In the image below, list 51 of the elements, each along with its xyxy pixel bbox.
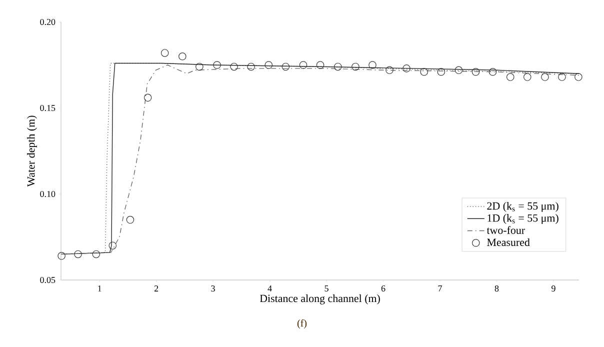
point — [299, 61, 308, 69]
x-tick-label: 4 — [268, 286, 272, 292]
legend-label: Measured — [487, 238, 530, 246]
point — [126, 216, 134, 224]
point — [402, 64, 410, 72]
point — [454, 66, 463, 74]
legend-label: 2D (k$_{s}$ = 55 μm) — [487, 202, 558, 212]
text: (f) — [297, 319, 307, 329]
x-tick-label: 7 — [438, 286, 442, 292]
point — [264, 61, 273, 69]
point — [523, 73, 532, 81]
point — [108, 242, 117, 250]
point — [437, 68, 446, 76]
point — [282, 62, 290, 71]
point — [368, 61, 376, 69]
point — [352, 62, 360, 71]
x-tick-label: 2 — [154, 286, 158, 292]
point — [196, 62, 204, 71]
point — [420, 68, 428, 76]
y-tick-label: 0.15 — [40, 104, 56, 112]
point — [74, 250, 82, 258]
y-tick-label: 0.10 — [40, 190, 56, 198]
y-tick-label: 0.05 — [40, 276, 56, 284]
x-tick-label: 1 — [98, 286, 102, 292]
point — [386, 66, 394, 74]
point — [574, 73, 582, 81]
point — [213, 61, 221, 69]
point — [230, 62, 238, 71]
point — [178, 52, 186, 60]
x-axis-title: Distance along channel (m) — [260, 294, 380, 304]
point — [506, 73, 514, 81]
legend-label: 1D (k$_{s}$ = 55 μm) — [488, 214, 558, 224]
x-tick-label: 8 — [494, 286, 499, 292]
point — [144, 94, 152, 102]
x-tick-label: 5 — [324, 286, 328, 292]
y-tick-label: 0.20 — [40, 18, 56, 26]
point — [160, 49, 169, 57]
point — [472, 68, 480, 76]
point — [488, 68, 497, 76]
point — [247, 62, 255, 71]
legend-label: two-four — [486, 226, 525, 234]
point — [334, 62, 342, 71]
point — [92, 250, 100, 258]
point — [558, 73, 566, 81]
point — [541, 73, 549, 81]
x-tick-label: 6 — [381, 286, 386, 292]
point — [316, 61, 324, 69]
x-tick-label: 9 — [552, 286, 556, 292]
y-axis-title: Water depth (m) — [27, 116, 37, 187]
point — [58, 252, 66, 260]
x-tick-label: 3 — [211, 286, 215, 292]
